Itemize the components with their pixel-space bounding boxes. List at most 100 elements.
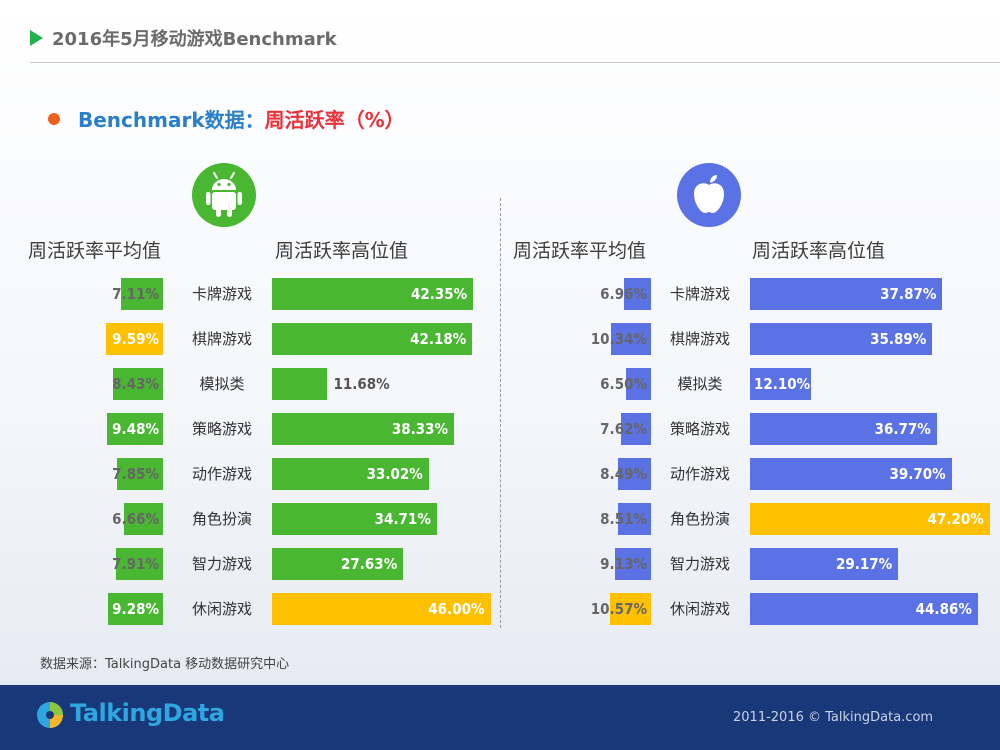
android-high-bar: [272, 368, 328, 400]
ios-avg-bar: [615, 548, 651, 580]
ios-high-value-label: 36.77%: [874, 420, 931, 438]
android-high-bar: [272, 593, 491, 625]
copyright-text: 2011-2016 © TalkingData.com: [733, 710, 934, 725]
android-high-value-label: 27.63%: [341, 555, 398, 573]
android-avg-bar: [123, 503, 163, 535]
ios-high-bar: [750, 323, 933, 355]
ios-category-label: 卡牌游戏: [669, 285, 730, 303]
ios-avg-value-label: 10.34%: [590, 330, 647, 348]
android-high-bar: [272, 458, 429, 490]
android-avg-value-label: 8.43%: [112, 375, 159, 393]
ios-avg-value-label: 6.50%: [600, 375, 647, 393]
android-category-label: 策略游戏: [191, 420, 252, 438]
ios-category-label: 休闲游戏: [669, 600, 730, 618]
ios-avg-bar: [625, 368, 651, 400]
ios-category-label: 智力游戏: [669, 555, 730, 573]
ios-avg-bar: [610, 323, 651, 355]
android-avg-value-label: 6.66%: [112, 510, 159, 528]
ios-high-value-label: 29.17%: [835, 555, 893, 573]
apple-icon: [694, 175, 724, 213]
ios-avg-header: 周活跃率平均值: [513, 240, 647, 262]
android-platform-badge: [192, 163, 256, 227]
ios-category-label: 棋牌游戏: [669, 330, 730, 348]
talkingdata-logo-text: TalkingData: [70, 699, 225, 727]
android-high-bar: [272, 278, 474, 310]
android-avg-bar: [113, 368, 163, 400]
android-category-label: 智力游戏: [191, 555, 252, 573]
android-avg-header: 周活跃率平均值: [28, 240, 162, 262]
talkingdata-logo-icon: [37, 702, 63, 728]
platform-divider: [500, 198, 501, 628]
android-avg-value-label: 9.28%: [112, 600, 159, 618]
android-robot-icon: [206, 172, 242, 217]
footer-bar: [0, 685, 1000, 750]
android-avg-bar: [107, 413, 163, 445]
title-divider: [30, 62, 1000, 63]
android-high-value-label: 33.02%: [366, 465, 423, 483]
ios-high-bar: [750, 278, 943, 310]
android-high-value-label: 38.33%: [391, 420, 449, 438]
ios-high-value-label: 39.70%: [889, 465, 946, 483]
ios-high-value-label: 47.20%: [927, 510, 984, 528]
android-avg-value-label: 7.11%: [112, 285, 159, 303]
ios-category-label: 角色扮演: [669, 510, 730, 528]
android-high-value-label: 46.00%: [428, 600, 485, 618]
ios-avg-value-label: 10.57%: [590, 600, 647, 618]
android-high-value-label: 42.35%: [410, 285, 468, 303]
ios-high-bar: [750, 593, 978, 625]
android-high-value-label: 34.71%: [374, 510, 431, 528]
android-avg-bar: [121, 278, 163, 310]
subtitle-prefix: Benchmark数据：: [78, 108, 265, 132]
android-avg-bar: [108, 593, 163, 625]
play-triangle-icon: [30, 30, 43, 46]
android-category-label: 模拟类: [199, 375, 245, 393]
ios-avg-bar: [623, 278, 651, 310]
ios-avg-bar: [617, 458, 651, 490]
android-avg-bar: [116, 458, 163, 490]
ios-high-bar: [750, 458, 952, 490]
android-high-value-label: 42.18%: [410, 330, 467, 348]
ios-avg-bar: [617, 503, 651, 535]
bullet-dot-icon: [48, 113, 60, 125]
android-avg-value-label: 9.48%: [112, 420, 159, 438]
ios-high-bar: [750, 503, 990, 535]
ios-avg-value-label: 7.62%: [600, 420, 647, 438]
android-avg-bar: [106, 323, 163, 355]
android-avg-value-label: 7.91%: [112, 555, 159, 573]
ios-avg-value-label: 8.51%: [600, 510, 647, 528]
android-high-bar: [272, 503, 437, 535]
ios-high-value-label: 37.87%: [880, 285, 937, 303]
ios-avg-value-label: 8.49%: [600, 465, 647, 483]
android-avg-value-label: 7.85%: [112, 465, 159, 483]
android-category-label: 棋牌游戏: [191, 330, 252, 348]
android-high-bar: [272, 413, 455, 445]
ios-category-label: 策略游戏: [669, 420, 730, 438]
slide-title: 2016年5月移动游戏Benchmark: [52, 29, 337, 50]
ios-category-label: 动作游戏: [669, 465, 730, 483]
ios-platform-badge: [677, 163, 741, 227]
ios-high-header: 周活跃率高位值: [752, 240, 886, 262]
android-high-header: 周活跃率高位值: [275, 240, 409, 262]
ios-category-label: 模拟类: [677, 375, 723, 393]
ios-avg-bar: [621, 413, 651, 445]
ios-high-value-label: 12.10%: [754, 375, 811, 393]
android-avg-bar: [116, 548, 163, 580]
subtitle-metric: 周活跃率（%）: [264, 108, 405, 132]
android-high-bar: [272, 323, 473, 355]
android-avg-value-label: 9.59%: [112, 330, 159, 348]
ios-high-bar: [750, 368, 812, 400]
ios-high-value-label: 35.89%: [870, 330, 927, 348]
section-subtitle: Benchmark数据：周活跃率（%）: [78, 104, 405, 133]
android-high-value-label: 11.68%: [333, 375, 390, 393]
android-category-label: 角色扮演: [191, 510, 252, 528]
source-note: 数据来源：TalkingData 移动数据研究中心: [40, 657, 290, 672]
android-category-label: 卡牌游戏: [191, 285, 252, 303]
ios-avg-value-label: 6.96%: [600, 285, 647, 303]
android-category-label: 动作游戏: [191, 465, 252, 483]
ios-avg-bar: [609, 593, 651, 625]
ios-avg-value-label: 9.13%: [600, 555, 647, 573]
ios-high-value-label: 44.86%: [915, 600, 972, 618]
ios-high-bar: [750, 413, 937, 445]
android-high-bar: [272, 548, 404, 580]
android-category-label: 休闲游戏: [191, 600, 252, 618]
